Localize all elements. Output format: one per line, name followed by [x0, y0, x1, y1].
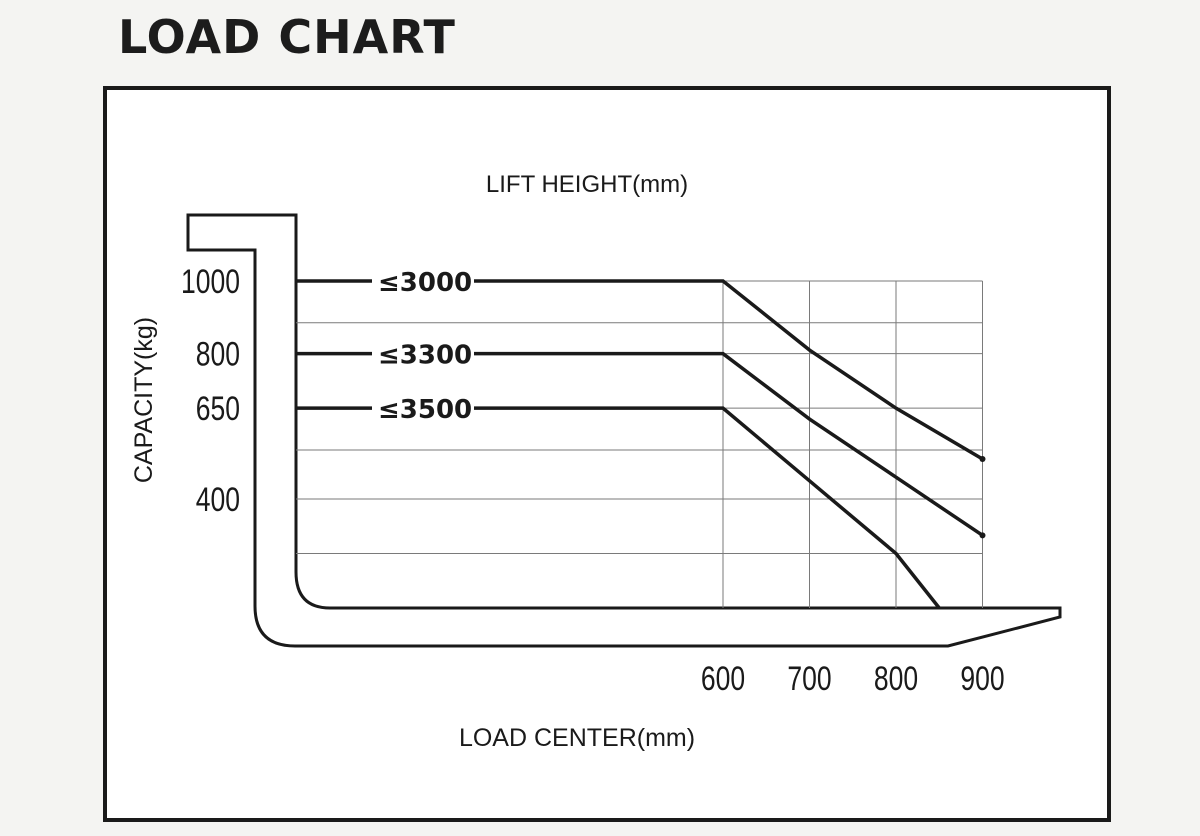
x-tick-label: 700: [787, 660, 831, 698]
y-tick-label: 650: [196, 390, 240, 428]
y-tick-label: 400: [196, 481, 240, 519]
y-axis-label: CAPACITY(kg): [130, 317, 158, 483]
chart-frame: [103, 86, 1111, 822]
x-tick-label: 800: [874, 660, 918, 698]
series-end-point: [979, 456, 986, 463]
series-label-bg: [372, 392, 474, 425]
series-label-1: ≤3300: [378, 341, 472, 371]
series-label-bg: [372, 265, 474, 297]
x-tick-label: 600: [701, 660, 745, 698]
page-title: LOAD CHART: [118, 10, 456, 64]
y-tick-label: 1000: [181, 263, 240, 301]
fork-outline: [186, 213, 1062, 648]
series-line-2: [296, 406, 941, 610]
series-label-bg: [372, 337, 474, 370]
series-line-0: [296, 279, 984, 461]
y-tick-label: 800: [196, 336, 240, 374]
series-end-point: [979, 532, 986, 539]
chart-title: LIFT HEIGHT(mm): [486, 171, 688, 198]
series-line-1: [296, 351, 984, 537]
series-label-0: ≤3000: [378, 268, 472, 298]
x-tick-label: 900: [960, 660, 1004, 698]
x-axis-label: LOAD CENTER(mm): [459, 724, 695, 752]
series-label-2: ≤3500: [378, 395, 472, 425]
